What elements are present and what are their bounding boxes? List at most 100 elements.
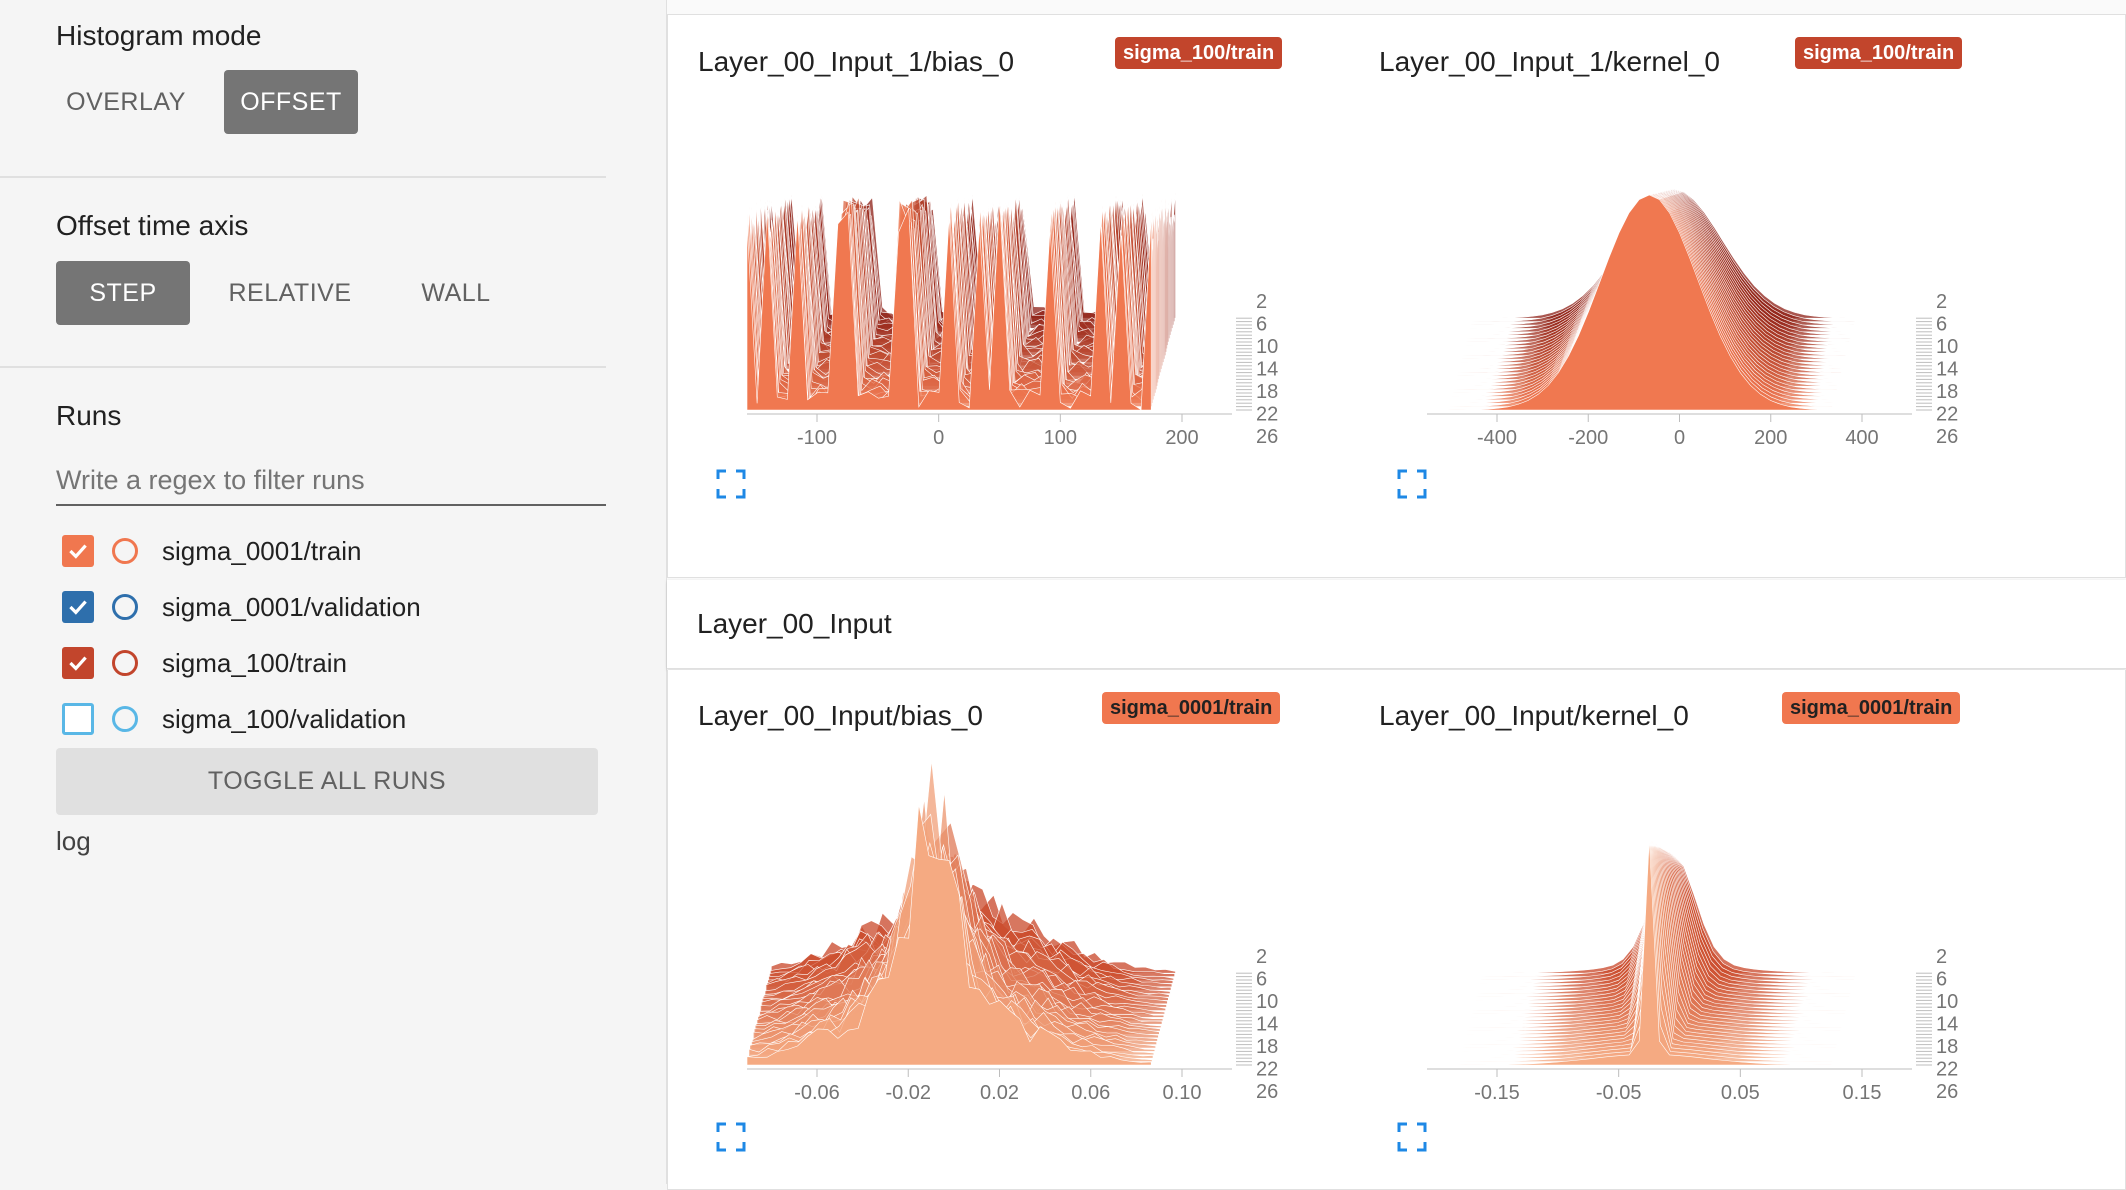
offset-time-axis-title: Offset time axis bbox=[56, 210, 249, 241]
x-tick-label: 0.15 bbox=[1843, 1082, 1882, 1104]
step-tick-label: 14 bbox=[1256, 359, 1278, 381]
step-tick-label: 22 bbox=[1256, 1059, 1278, 1081]
expand-icon[interactable] bbox=[1397, 469, 1427, 499]
step-tick-label: 22 bbox=[1936, 1059, 1958, 1081]
step-tick-label: 6 bbox=[1936, 969, 1947, 991]
x-tick-label: 0.06 bbox=[1071, 1082, 1110, 1104]
x-tick-label: 0 bbox=[1674, 427, 1685, 449]
step-tick-label: 18 bbox=[1936, 381, 1958, 403]
x-tick-label: 200 bbox=[1165, 427, 1198, 449]
run-checkbox[interactable] bbox=[62, 703, 94, 735]
run-item[interactable]: sigma_100/train bbox=[62, 643, 347, 683]
x-tick-label: 200 bbox=[1754, 427, 1787, 449]
chart-title: Layer_00_Input_1/bias_0 bbox=[698, 46, 1015, 77]
step-tick-label: 14 bbox=[1256, 1014, 1278, 1036]
histogram-slice bbox=[746, 200, 1152, 411]
step-tick-label: 2 bbox=[1256, 291, 1267, 313]
chart-title: Layer_00_Input/bias_0 bbox=[698, 700, 983, 731]
divider bbox=[0, 366, 606, 368]
offset-button[interactable]: OFFSET bbox=[224, 70, 358, 134]
run-badge: sigma_100/train bbox=[1795, 37, 1963, 69]
x-tick-label: -0.06 bbox=[794, 1082, 840, 1104]
overlay-button[interactable]: OVERLAY bbox=[66, 88, 186, 116]
run-color-radio[interactable] bbox=[112, 650, 138, 676]
toggle-all-runs-button[interactable]: TOGGLE ALL RUNS bbox=[56, 748, 598, 815]
run-label: sigma_0001/train bbox=[162, 535, 362, 566]
step-tick-label: 18 bbox=[1256, 381, 1278, 403]
run-label: sigma_100/validation bbox=[162, 703, 407, 734]
main-panel: Layer_00_Input Layer_00_Input_1/bias_0 s… bbox=[667, 0, 2126, 1190]
run-item[interactable]: sigma_0001/train bbox=[62, 531, 361, 571]
step-tick-label: 26 bbox=[1256, 426, 1278, 448]
step-tick-label: 26 bbox=[1936, 1081, 1958, 1103]
x-tick-label: 0.02 bbox=[980, 1082, 1019, 1104]
x-tick-label: 0.05 bbox=[1721, 1082, 1760, 1104]
step-tick-label: 2 bbox=[1256, 946, 1267, 968]
histogram-mode-title: Histogram mode bbox=[56, 20, 262, 51]
step-tick-label: 6 bbox=[1936, 314, 1947, 336]
run-badge: sigma_100/train bbox=[1115, 37, 1283, 69]
histogram-slice bbox=[1427, 839, 1832, 1066]
divider bbox=[0, 176, 606, 178]
step-button[interactable]: STEP bbox=[56, 261, 190, 325]
x-tick-label: -200 bbox=[1568, 427, 1608, 449]
x-tick-label: -0.05 bbox=[1596, 1082, 1642, 1104]
run-color-radio[interactable] bbox=[112, 706, 138, 732]
run-checkbox[interactable] bbox=[62, 591, 94, 623]
chart-title: Layer_00_Input/kernel_0 bbox=[1379, 700, 1689, 731]
x-tick-label: 400 bbox=[1845, 427, 1878, 449]
runs-title: Runs bbox=[56, 400, 122, 431]
step-tick-label: 26 bbox=[1936, 426, 1958, 448]
step-tick-label: 6 bbox=[1256, 969, 1267, 991]
step-tick-label: 14 bbox=[1936, 1014, 1958, 1036]
step-tick-label: 26 bbox=[1256, 1081, 1278, 1103]
step-tick-label: 2 bbox=[1936, 946, 1947, 968]
step-tick-label: 18 bbox=[1936, 1036, 1958, 1058]
group-title: Layer_00_Input bbox=[697, 608, 892, 639]
sidebar: Histogram mode OVERLAY OFFSET Offset tim… bbox=[0, 0, 667, 1184]
run-badge: sigma_0001/train bbox=[1102, 692, 1281, 724]
checkmark-icon bbox=[69, 656, 87, 671]
expand-icon[interactable] bbox=[716, 1122, 746, 1152]
run-filter-input[interactable]: Write a regex to filter runs bbox=[56, 456, 606, 506]
run-item[interactable]: sigma_0001/validation bbox=[62, 587, 421, 627]
checkmark-icon bbox=[69, 600, 87, 615]
x-tick-label: -100 bbox=[797, 427, 837, 449]
run-label: sigma_100/train bbox=[162, 647, 347, 678]
step-tick-label: 6 bbox=[1256, 314, 1267, 336]
histogram-slice bbox=[1427, 194, 1832, 411]
x-tick-label: -400 bbox=[1477, 427, 1517, 449]
x-tick-label: -0.15 bbox=[1474, 1082, 1520, 1104]
run-color-radio[interactable] bbox=[112, 594, 138, 620]
x-tick-label: -0.02 bbox=[885, 1082, 931, 1104]
step-tick-label: 22 bbox=[1936, 404, 1958, 426]
run-color-radio[interactable] bbox=[112, 538, 138, 564]
run-checkbox[interactable] bbox=[62, 535, 94, 567]
step-tick-label: 10 bbox=[1936, 991, 1958, 1013]
log-dir-label: log bbox=[56, 826, 91, 856]
x-tick-label: 100 bbox=[1044, 427, 1077, 449]
run-checkbox[interactable] bbox=[62, 647, 94, 679]
run-badge: sigma_0001/train bbox=[1782, 692, 1961, 724]
run-label: sigma_0001/validation bbox=[162, 591, 421, 622]
step-tick-label: 18 bbox=[1256, 1036, 1278, 1058]
step-tick-label: 10 bbox=[1256, 991, 1278, 1013]
wall-button[interactable]: WALL bbox=[421, 279, 491, 307]
histogram-slice bbox=[746, 804, 1152, 1066]
expand-icon[interactable] bbox=[1397, 1122, 1427, 1152]
step-tick-label: 10 bbox=[1256, 336, 1278, 358]
run-item[interactable]: sigma_100/validation bbox=[62, 699, 406, 739]
checkmark-icon bbox=[69, 544, 87, 559]
step-tick-label: 10 bbox=[1936, 336, 1958, 358]
group-header[interactable]: Layer_00_Input bbox=[667, 580, 2126, 669]
chart-title: Layer_00_Input_1/kernel_0 bbox=[1379, 46, 1720, 77]
x-tick-label: 0 bbox=[933, 427, 944, 449]
x-tick-label: 0.10 bbox=[1163, 1082, 1202, 1104]
step-tick-label: 22 bbox=[1256, 404, 1278, 426]
step-tick-label: 2 bbox=[1936, 291, 1947, 313]
expand-icon[interactable] bbox=[716, 469, 746, 499]
relative-button[interactable]: RELATIVE bbox=[228, 279, 352, 307]
